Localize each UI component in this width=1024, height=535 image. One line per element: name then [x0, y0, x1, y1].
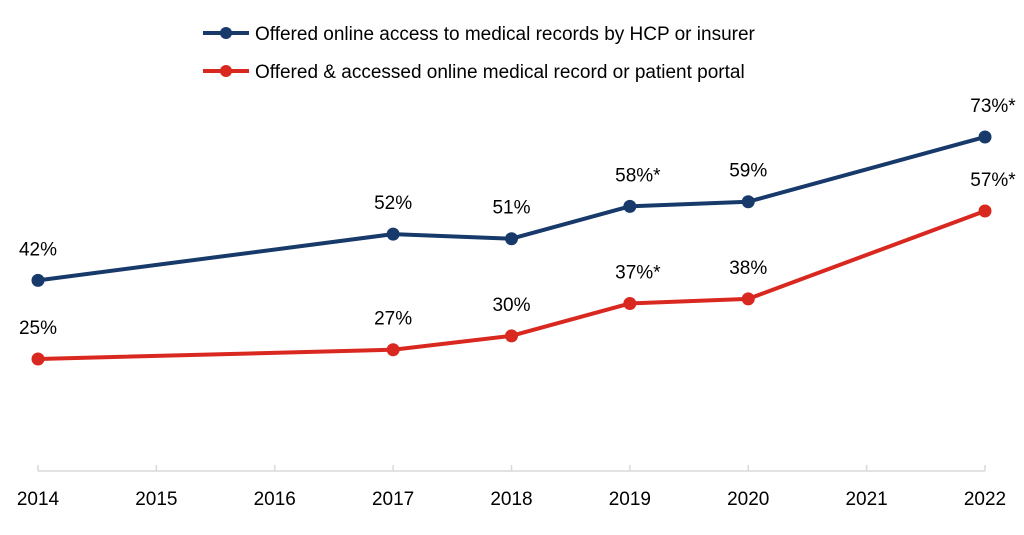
data-label: 27% [374, 309, 412, 330]
data-point [978, 204, 992, 218]
x-tick-label: 2019 [609, 489, 651, 510]
legend-marker [220, 65, 232, 77]
data-point [505, 232, 518, 246]
x-tick-label: 2020 [727, 489, 769, 510]
data-point [741, 292, 755, 306]
series-line [37, 209, 986, 361]
data-point [505, 329, 518, 343]
data-label: 25% [19, 318, 57, 339]
x-tick-label: 2017 [372, 489, 414, 510]
x-tick-label: 2016 [254, 489, 296, 510]
x-tick-label: 2015 [135, 489, 177, 510]
data-label: 57%* [970, 170, 1016, 191]
data-label: 38% [729, 258, 767, 279]
legend: Offered online access to medical records… [203, 24, 756, 83]
data-point [386, 227, 400, 241]
data-label: 52% [374, 193, 412, 214]
data-label: 59% [729, 161, 767, 182]
data-point [978, 130, 992, 144]
data-label: 51% [492, 198, 530, 219]
data-point [31, 352, 45, 366]
data-label: 58%* [615, 165, 661, 186]
data-label: 42% [19, 239, 57, 260]
data-point [623, 199, 637, 213]
series-line [37, 135, 986, 283]
series-group: 42% 52% 51% 58%* 59% 73%* 25% 27% 30% 37%* 38% 57%* [19, 96, 1016, 366]
data-point [623, 296, 637, 310]
legend-label: Offered & accessed online medical record… [255, 62, 745, 83]
data-label: 73%* [970, 96, 1016, 117]
x-tick-label: 2014 [17, 489, 60, 510]
x-tick-label: 2021 [845, 489, 887, 510]
data-point [386, 343, 400, 357]
data-point [31, 273, 45, 287]
data-point [741, 195, 755, 209]
x-axis: 2014 2015 2016 2017 2018 2019 2020 2021 2022 [17, 465, 1006, 510]
legend-marker [220, 27, 232, 39]
data-label: 30% [492, 295, 530, 316]
x-tick-label: 2018 [490, 489, 532, 510]
data-label: 37%* [615, 262, 661, 283]
x-tick-label: 2022 [964, 489, 1006, 510]
legend-label: Offered online access to medical records… [255, 24, 756, 45]
